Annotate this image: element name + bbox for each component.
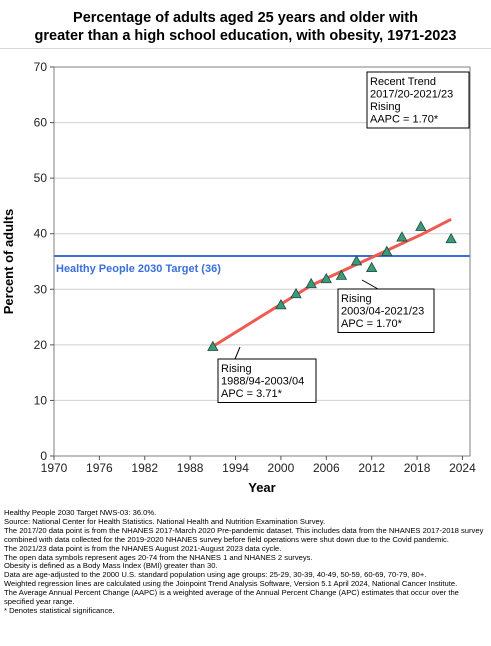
y-tick-label: 10 xyxy=(34,393,48,407)
title-divider xyxy=(0,48,491,49)
target-label: Healthy People 2030 Target (36) xyxy=(56,263,221,275)
footnote-age-adjusted: Data are age-adjusted to the 2000 U.S. s… xyxy=(4,570,427,580)
x-tick-label: 2000 xyxy=(268,461,295,475)
data-point xyxy=(335,269,348,280)
y-tick-label: 60 xyxy=(34,116,48,130)
x-tick-label: 1982 xyxy=(131,461,158,475)
x-tick-label: 1970 xyxy=(41,461,68,475)
data-point xyxy=(415,220,427,231)
footnote-open-symbols: The open data symbols represent ages 20-… xyxy=(4,552,313,562)
footnote-regression: Weighted regression lines are calculated… xyxy=(4,579,458,589)
y-axis-label: Percent of adults xyxy=(1,209,16,314)
annotation-text: AAPC = 1.70* xyxy=(370,114,439,126)
x-tick-label: 2006 xyxy=(313,461,340,475)
chart-title: Percentage of adults aged 25 years and o… xyxy=(0,9,491,45)
data-point xyxy=(207,340,219,351)
annotation-text: Rising xyxy=(341,293,372,305)
footnote-obesity-definition: Obesity is defined as a Body Mass Index … xyxy=(4,561,218,571)
footnote-2021-23: The 2021/23 data point is from the NHANE… xyxy=(4,543,282,553)
y-tick-label: 30 xyxy=(34,282,48,296)
annotation-text: Rising xyxy=(221,363,252,375)
data-point xyxy=(365,261,378,273)
y-tick-label: 20 xyxy=(34,338,48,352)
footnote-target: Healthy People 2030 Target NWS-03: 36.0%… xyxy=(4,508,157,517)
chart-title-line-1: Percentage of adults aged 25 years and o… xyxy=(73,10,418,26)
footnotes: Healthy People 2030 Target NWS-03: 36.0%… xyxy=(4,508,488,616)
x-tick-label: 1994 xyxy=(222,461,249,475)
y-tick-label: 70 xyxy=(34,60,48,74)
data-point xyxy=(290,287,302,299)
data-point xyxy=(381,245,393,256)
annotation-pointer xyxy=(234,346,241,360)
x-tick-label: 2012 xyxy=(358,461,385,475)
annotation-text: 2017/20-2021/23 xyxy=(370,89,453,101)
data-point xyxy=(275,299,287,310)
chart-title-line-2: greater than a high school education, wi… xyxy=(34,28,457,44)
annotation-pointer xyxy=(361,279,379,290)
y-tick-label: 50 xyxy=(34,171,48,185)
annotation-text: Rising xyxy=(370,101,401,113)
annotation-text: APC = 1.70* xyxy=(341,318,403,330)
y-tick-label: 0 xyxy=(40,449,47,463)
x-tick-label: 1976 xyxy=(86,461,113,475)
annotation-text: 1988/94-2003/04 xyxy=(221,376,304,388)
annotation-box xyxy=(337,288,435,333)
trend-line xyxy=(212,217,452,348)
footnote-source: Source: National Center for Health Stati… xyxy=(4,516,326,526)
annotation-text: 2003/04-2021/23 xyxy=(341,306,424,318)
chart-canvas: 0 10 20 30 40 50 60 70 1970 1976 1982 1988 1994 2000 2… xyxy=(1,60,476,495)
x-axis-label: Year xyxy=(248,480,275,495)
x-tick-label: 1988 xyxy=(177,461,204,475)
y-tick-label: 40 xyxy=(34,227,48,241)
data-point xyxy=(320,272,332,284)
annotation-box xyxy=(366,71,470,129)
data-point xyxy=(396,231,408,242)
x-tick-label: 2024 xyxy=(449,461,476,475)
x-tick-label: 2018 xyxy=(404,461,431,475)
plot-frame xyxy=(53,66,471,457)
footnote-significance: * Denotes statistical significance. xyxy=(4,605,115,615)
footnote-2017-20: The 2017/20 data point is from the NHANE… xyxy=(4,525,484,544)
data-point xyxy=(305,277,317,289)
annotation-text: Recent Trend xyxy=(370,76,436,88)
data-point xyxy=(350,255,363,266)
annotation-text: APC = 3.71* xyxy=(221,388,283,400)
footnote-aapc: The Average Annual Percent Change (AAPC)… xyxy=(4,588,459,607)
annotation-box xyxy=(217,358,317,403)
data-point xyxy=(445,232,457,244)
